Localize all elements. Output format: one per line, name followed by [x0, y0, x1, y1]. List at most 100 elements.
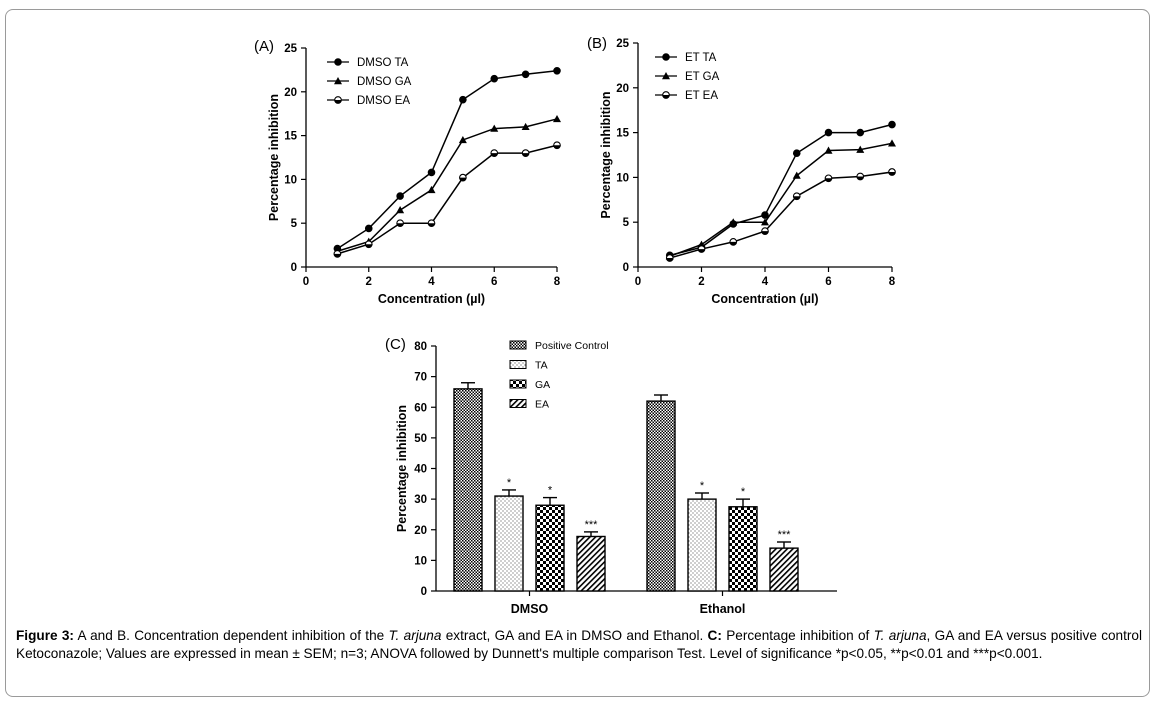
pb-series-2-point-0-half	[666, 258, 674, 262]
pa-panel-label: (A)	[254, 38, 274, 55]
pb-legend-label-2: ET EA	[685, 90, 718, 102]
pb-series-0-point-6	[856, 128, 865, 137]
pa-series-1-point-5	[490, 124, 499, 132]
c-category-label-0: DMSO	[511, 602, 549, 616]
pa-series-2-point-6	[521, 149, 530, 157]
c-legend-label-1: TA	[535, 360, 548, 372]
pb-x-tick-label-1: 2	[698, 276, 704, 288]
pb-y-tick-label-1: 5	[623, 217, 630, 229]
caption-text-3: Percentage inhibition of	[721, 628, 874, 643]
pb-y-tick-label-5: 25	[616, 38, 629, 50]
pb-x-tick-label-0: 0	[635, 276, 641, 288]
c-significance-0-3: ***	[585, 519, 599, 531]
panel-b-line-chart: (B) 0 5 10 15 20 25 0 2 4 6 8 Concentration (µl) Perc…	[587, 35, 896, 306]
pa-legend-label-2: DMSO EA	[357, 95, 410, 107]
c-bar-0-3	[576, 535, 606, 592]
c-y-tick-label-1: 10	[414, 555, 427, 567]
c-y-axis-title: Percentage inhibition	[395, 405, 409, 532]
pa-series-2-point-0-half	[334, 253, 341, 258]
pa-series-1-point-7	[553, 114, 561, 123]
pa-y-tick-label-4: 20	[284, 87, 297, 99]
pa-series-2-point-6-half	[522, 153, 529, 157]
c-y-tick-label-0: 0	[421, 586, 427, 598]
pa-series-1-point-3	[427, 185, 436, 194]
c-y-tick-label-6: 60	[414, 402, 427, 414]
pb-legend-label-0: ET TA	[685, 52, 717, 64]
pa-series-2-point-5-half	[490, 153, 498, 157]
c-legend-label-2: GA	[535, 379, 550, 391]
pa-legend-marker-2	[334, 96, 342, 104]
pb-series-1-point-7	[888, 139, 896, 147]
caption-text-1: A and B. Concentration dependent inhibit…	[73, 628, 389, 643]
c-legend-swatch-1	[509, 360, 527, 369]
caption-label-c: C:	[707, 628, 722, 643]
pb-series-1-point-4	[792, 171, 801, 179]
pa-y-tick-label-2: 10	[284, 174, 297, 186]
pb-series-1-line	[669, 142, 893, 257]
pa-legend-marker-2-half	[334, 100, 342, 104]
pb-series-0-point-7	[888, 120, 896, 129]
pb-series-1-point-2	[729, 218, 738, 226]
c-significance-1-1: *	[700, 480, 705, 492]
pa-series-1-point-2	[396, 206, 405, 214]
pa-series-2-point-3	[427, 219, 436, 228]
pb-series-2-point-7	[888, 168, 896, 176]
pa-series-2-point-5	[490, 149, 499, 157]
pa-series-2-point-2	[396, 219, 404, 228]
caption-species-2: T. arjuna	[873, 628, 927, 643]
pa-series-2-point-0	[333, 250, 342, 258]
panel-a-line-chart: (A) 0 5 10 15 20 25 0 2 4 6 8 Concentration (µl) Perc…	[254, 38, 561, 306]
pb-legend-marker-0	[662, 53, 670, 61]
pa-series-2-line	[337, 144, 558, 255]
pa-series-2-point-4-half	[459, 177, 467, 181]
pb-legend-marker-2-half	[662, 95, 670, 99]
pa-x-tick-label-1: 2	[366, 276, 372, 288]
c-y-tick-label-7: 70	[414, 372, 427, 384]
c-y-tick-label-2: 20	[414, 525, 427, 537]
pb-series-2-point-6-half	[856, 176, 864, 180]
c-bar-0-2	[535, 504, 565, 592]
caption-label: Figure 3:	[16, 628, 74, 643]
pb-series-2-point-0	[665, 254, 674, 262]
pb-series-2-point-2-half	[729, 241, 737, 246]
pa-y-tick-label-3: 15	[284, 131, 297, 143]
pa-legend-label-1: DMSO GA	[357, 76, 412, 88]
caption-text-2: extract, GA and EA in DMSO and Ethanol.	[441, 628, 708, 643]
pb-series-2-point-4-half	[793, 196, 801, 200]
pb-series-2-point-3	[761, 227, 769, 236]
c-y-tick-label-8: 80	[414, 341, 427, 353]
caption-text-4: , GA and EA versus positive control Keto…	[16, 628, 1142, 661]
pa-series-2-point-2-half	[396, 223, 404, 227]
pa-x-tick-label-3: 6	[491, 276, 497, 288]
pb-series-2-point-5	[824, 174, 833, 183]
pb-series-2-point-6	[856, 172, 865, 181]
pb-y-tick-label-2: 10	[616, 172, 629, 184]
pa-series-0-point-2	[396, 192, 404, 200]
pa-y-axis-title: Percentage inhibition	[267, 94, 281, 221]
pb-y-axis-title: Percentage inhibition	[599, 91, 613, 218]
pa-y-tick-label-1: 5	[291, 218, 298, 230]
c-category-label-1: Ethanol	[700, 602, 746, 616]
caption-species-1: T. arjuna	[388, 628, 442, 643]
pb-legend-marker-2	[662, 91, 670, 99]
c-legend-swatch-0	[509, 340, 527, 350]
c-significance-0-2: *	[548, 485, 553, 497]
pb-series-0-point-5	[824, 128, 833, 137]
pb-y-tick-label-3: 15	[616, 128, 629, 140]
c-legend-swatch-3	[509, 399, 527, 408]
pb-series-0-point-4	[792, 149, 801, 158]
pb-series-2-point-2	[729, 238, 738, 246]
pa-series-2-point-3-half	[428, 223, 435, 227]
c-legend-label-0: Positive Control	[535, 340, 609, 352]
pb-x-tick-label-2: 4	[762, 276, 769, 288]
c-significance-1-2: *	[741, 486, 746, 498]
pa-series-0-point-1	[364, 224, 373, 233]
pa-y-tick-label-5: 25	[284, 43, 297, 55]
c-y-tick-label-5: 50	[414, 433, 427, 445]
pb-series-1-point-6	[856, 145, 865, 153]
c-bar-1-1	[687, 498, 717, 592]
pb-series-1-point-5	[824, 146, 833, 154]
c-legend-label-3: EA	[535, 399, 549, 411]
pa-series-1-point-6	[521, 122, 530, 131]
pb-y-tick-label-4: 20	[616, 83, 629, 95]
